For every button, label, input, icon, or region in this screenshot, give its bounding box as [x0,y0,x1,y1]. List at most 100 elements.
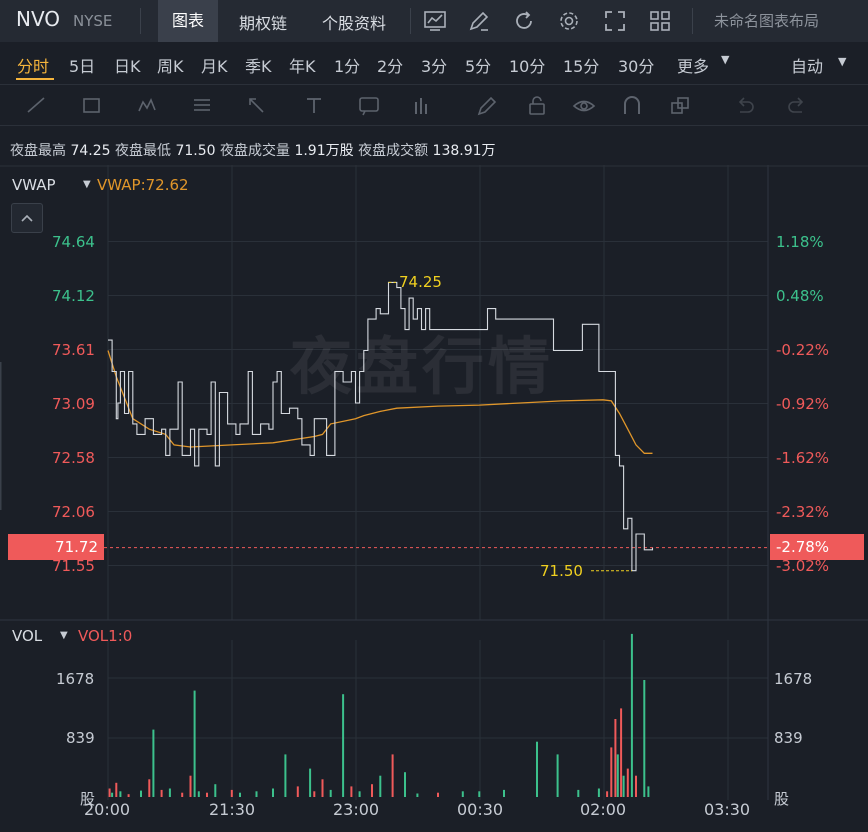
text-icon[interactable] [302,94,328,116]
volume-bar [313,791,316,797]
vol-left-axis-label: 股 [80,790,96,808]
volume-bar [127,794,130,797]
draw-pencil-icon[interactable] [467,9,491,33]
pencil-icon[interactable] [475,94,501,116]
volume-bar [404,772,406,797]
drawing-toolbar [0,84,868,126]
volume-bar [606,791,609,797]
bar-measure-icon[interactable] [410,94,436,116]
tf-intraday[interactable]: 分时 [17,57,50,76]
chevron-up-icon [21,214,33,222]
current-pct-tag: -2.78% [770,534,864,560]
tf-day[interactable]: 日K [114,57,141,76]
separator [410,8,411,34]
magnet-icon[interactable] [620,94,646,116]
undo-icon[interactable] [733,94,759,116]
volume-bar [577,789,580,797]
refresh-icon[interactable] [512,9,536,33]
chevron-down-icon[interactable]: ▼ [83,179,91,190]
volume-bar [152,729,155,797]
auto-scale-select[interactable]: 自动 [791,57,824,76]
current-price-tag: 71.72 [8,534,104,560]
volume-bar [416,793,419,797]
layers-icon[interactable] [668,94,694,116]
volume-bar [168,788,171,797]
volume-bar [635,775,637,797]
night-session-watermark: 夜盘行情 [290,330,555,403]
grid-layout-icon[interactable] [648,9,672,33]
volume-bar [358,791,361,797]
left-axis-label: 73.61 [52,341,95,359]
pattern-icon[interactable] [136,94,162,116]
collapse-button[interactable] [11,203,43,233]
tf-3min[interactable]: 3分 [421,57,448,76]
high-marker-label: 74.25 [399,273,442,291]
tab-option-chain[interactable]: 期权链 [239,14,288,33]
vwap-indicator-label[interactable]: VWAP [12,176,56,194]
chevron-down-icon[interactable]: ▼ [721,53,730,66]
tf-5min[interactable]: 5分 [465,57,492,76]
tf-15min[interactable]: 15分 [563,57,600,76]
vol-value: VOL1:0 [78,627,133,645]
volume-bar [536,741,538,797]
right-axis-label: -0.22% [776,341,830,359]
left-axis-label: 72.58 [52,449,95,467]
arrow-icon[interactable] [245,94,271,116]
chevron-down-icon[interactable]: ▼ [838,55,847,68]
tf-1min[interactable]: 1分 [334,57,361,76]
volume-bar [193,690,196,797]
chart-indicator-icon[interactable] [423,9,447,33]
vol-indicator-label[interactable]: VOL [12,627,43,645]
x-axis-label: 23:00 [333,800,380,819]
tf-month[interactable]: 月K [201,57,228,76]
tf-5d[interactable]: 5日 [69,57,96,76]
vol-right-axis-label: 1678 [774,670,813,688]
volume-bar [115,782,118,797]
volume-bar [614,719,617,797]
redo-icon[interactable] [785,94,811,116]
volume-bar [350,786,353,797]
tf-10min[interactable]: 10分 [509,57,546,76]
stat-low-value: 71.50 [175,143,216,159]
stat-turnover-label: 夜盘成交额 [358,143,429,159]
fullscreen-icon[interactable] [603,9,627,33]
gear-icon[interactable] [557,9,581,33]
volume-bar [309,768,312,797]
tab-chart[interactable]: 图表 [158,0,219,42]
annotation-icon[interactable] [357,94,383,116]
left-axis-label: 74.64 [52,233,95,251]
line-draw-icon[interactable] [24,94,50,116]
vol-right-axis-label: 股 [774,790,790,808]
fibonacci-icon[interactable] [190,94,216,116]
volume-bar [620,708,623,797]
eye-icon[interactable] [572,94,598,116]
rectangle-icon[interactable] [80,94,106,116]
right-axis-label: 1.18% [776,233,824,251]
left-axis-label: 72.06 [52,503,95,521]
volume-bar [284,754,287,797]
tf-2min[interactable]: 2分 [377,57,404,76]
volume-bar [610,747,613,797]
chevron-down-icon[interactable]: ▼ [60,630,68,641]
tf-more[interactable]: 更多 [677,57,710,76]
layout-name-button[interactable]: 未命名图表布局 [714,12,820,30]
tf-30min[interactable]: 30分 [618,57,655,76]
volume-bar [189,775,192,797]
lock-icon[interactable] [525,94,551,116]
tab-stock-profile[interactable]: 个股资料 [322,14,387,33]
volume-bar [371,784,373,797]
tf-week[interactable]: 周K [157,57,184,76]
tf-quarter[interactable]: 季K [245,57,272,76]
volume-bar [160,789,163,797]
x-axis-label: 20:00 [84,800,131,819]
stat-turnover-value: 138.91万 [432,143,496,159]
separator [692,8,693,34]
volume-bar [108,788,111,797]
right-axis-label: -3.02% [776,557,830,575]
price-volume-chart[interactable] [0,165,868,832]
x-axis-label: 00:30 [457,800,504,819]
volume-bar [329,789,332,797]
volume-bar [643,680,646,797]
low-marker-label: 71.50 [540,562,583,580]
tf-year[interactable]: 年K [289,57,316,76]
